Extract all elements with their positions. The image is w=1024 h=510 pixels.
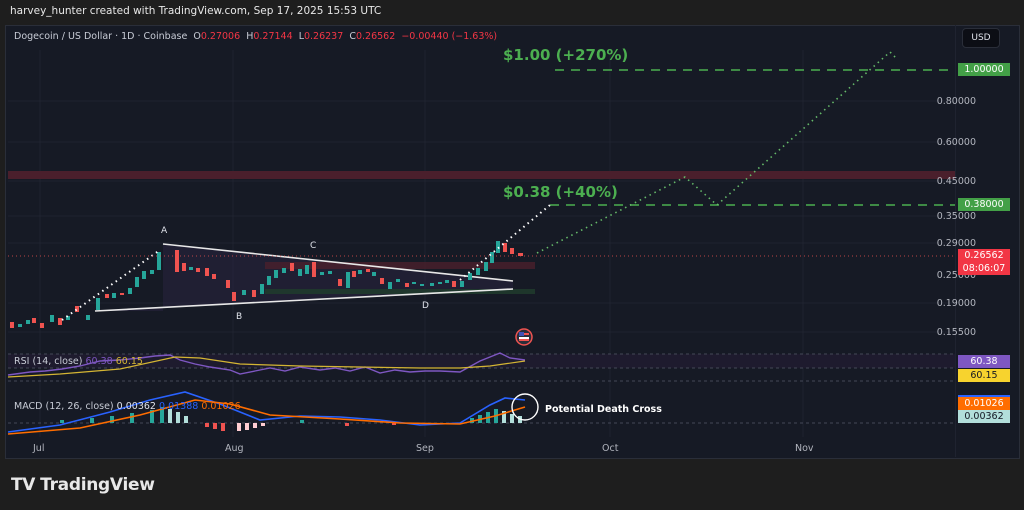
- rsi-ma-tag: 60.15: [958, 369, 1010, 382]
- resistance-band: [8, 171, 955, 179]
- macd-signal-value: 0.01026: [201, 401, 241, 412]
- grid-lines: [8, 50, 955, 437]
- target-low-price-tag: 0.38000: [958, 198, 1010, 211]
- macd-hist-value: 0.00362: [116, 401, 156, 412]
- tradingview-logo: TV TradingView: [11, 475, 155, 495]
- low-value: 0.26237: [303, 31, 344, 42]
- chart-panel[interactable]: [5, 25, 1020, 459]
- target-high-label: $1.00 (+270%): [503, 46, 629, 64]
- price-tick: 0.35000: [936, 211, 976, 222]
- high-value: 0.27144: [253, 31, 293, 42]
- rsi-value: 60.38: [85, 356, 113, 367]
- rsi-pane: [7, 352, 955, 382]
- macd-hist-tag: 0.00362: [958, 410, 1010, 423]
- time-tick: Sep: [416, 443, 434, 454]
- price-axis-divider: [955, 25, 956, 457]
- target-low-label: $0.38 (+40%): [503, 183, 618, 201]
- projection-path: [536, 50, 897, 254]
- pivot-a-label: A: [161, 226, 168, 236]
- pivot-d-label: D: [422, 301, 429, 311]
- change-value: −0.00440 (−1.63%): [401, 31, 498, 42]
- chart-credit: harvey_hunter created with TradingView.c…: [10, 5, 382, 17]
- triangle-lower-line: [94, 288, 514, 312]
- death-cross-circle: [511, 393, 539, 421]
- bar-countdown: 08:06:07: [962, 263, 1006, 274]
- close-value: 0.26562: [355, 31, 396, 42]
- current-price: 0.26562: [964, 250, 1004, 261]
- macd-title: MACD (12, 26, close) 0.00362 0.01388 0.0…: [14, 401, 241, 412]
- price-tick: 0.15500: [936, 327, 976, 338]
- pivot-c-label: C: [310, 241, 317, 251]
- us-flag-event-icon: [515, 328, 533, 346]
- tradingview-mark-icon: TV: [11, 475, 36, 495]
- current-price-tag: 0.26562 08:06:07: [958, 249, 1010, 275]
- death-cross-label: Potential Death Cross: [545, 404, 662, 415]
- pivot-b-label: B: [236, 312, 243, 322]
- time-tick: Jul: [33, 443, 45, 454]
- price-tick: 0.80000: [936, 96, 976, 107]
- price-tick: 0.29000: [936, 238, 976, 249]
- rsi-ma-value: 60.15: [115, 356, 143, 367]
- time-tick: Nov: [795, 443, 814, 454]
- target-high-price-tag: 1.00000: [958, 63, 1010, 76]
- open-value: 0.27006: [200, 31, 241, 42]
- time-tick: Oct: [602, 443, 619, 454]
- currency-button[interactable]: USD: [962, 28, 1000, 48]
- candles: [10, 241, 523, 328]
- macd-pane: [7, 391, 955, 435]
- ohlc-legend: Dogecoin / US Dollar · 1D · Coinbase O0.…: [14, 31, 498, 42]
- price-tick: 0.19000: [936, 298, 976, 309]
- symbol-label: Dogecoin / US Dollar · 1D · Coinbase: [14, 31, 188, 42]
- rsi-tag: 60.38: [958, 355, 1010, 368]
- price-tick: 0.45000: [936, 176, 976, 187]
- price-tick: 0.25000: [936, 270, 976, 281]
- macd-line-value: 0.01388: [159, 401, 199, 412]
- macd-signal-tag: 0.01026: [958, 395, 1010, 410]
- triangle-upper-line: [162, 243, 514, 282]
- impulse-dotted-line-1: [61, 249, 161, 321]
- time-tick: Aug: [225, 443, 244, 454]
- rsi-title: RSI (14, close) 60.38 60.15: [14, 356, 143, 367]
- price-tick: 0.60000: [936, 137, 976, 148]
